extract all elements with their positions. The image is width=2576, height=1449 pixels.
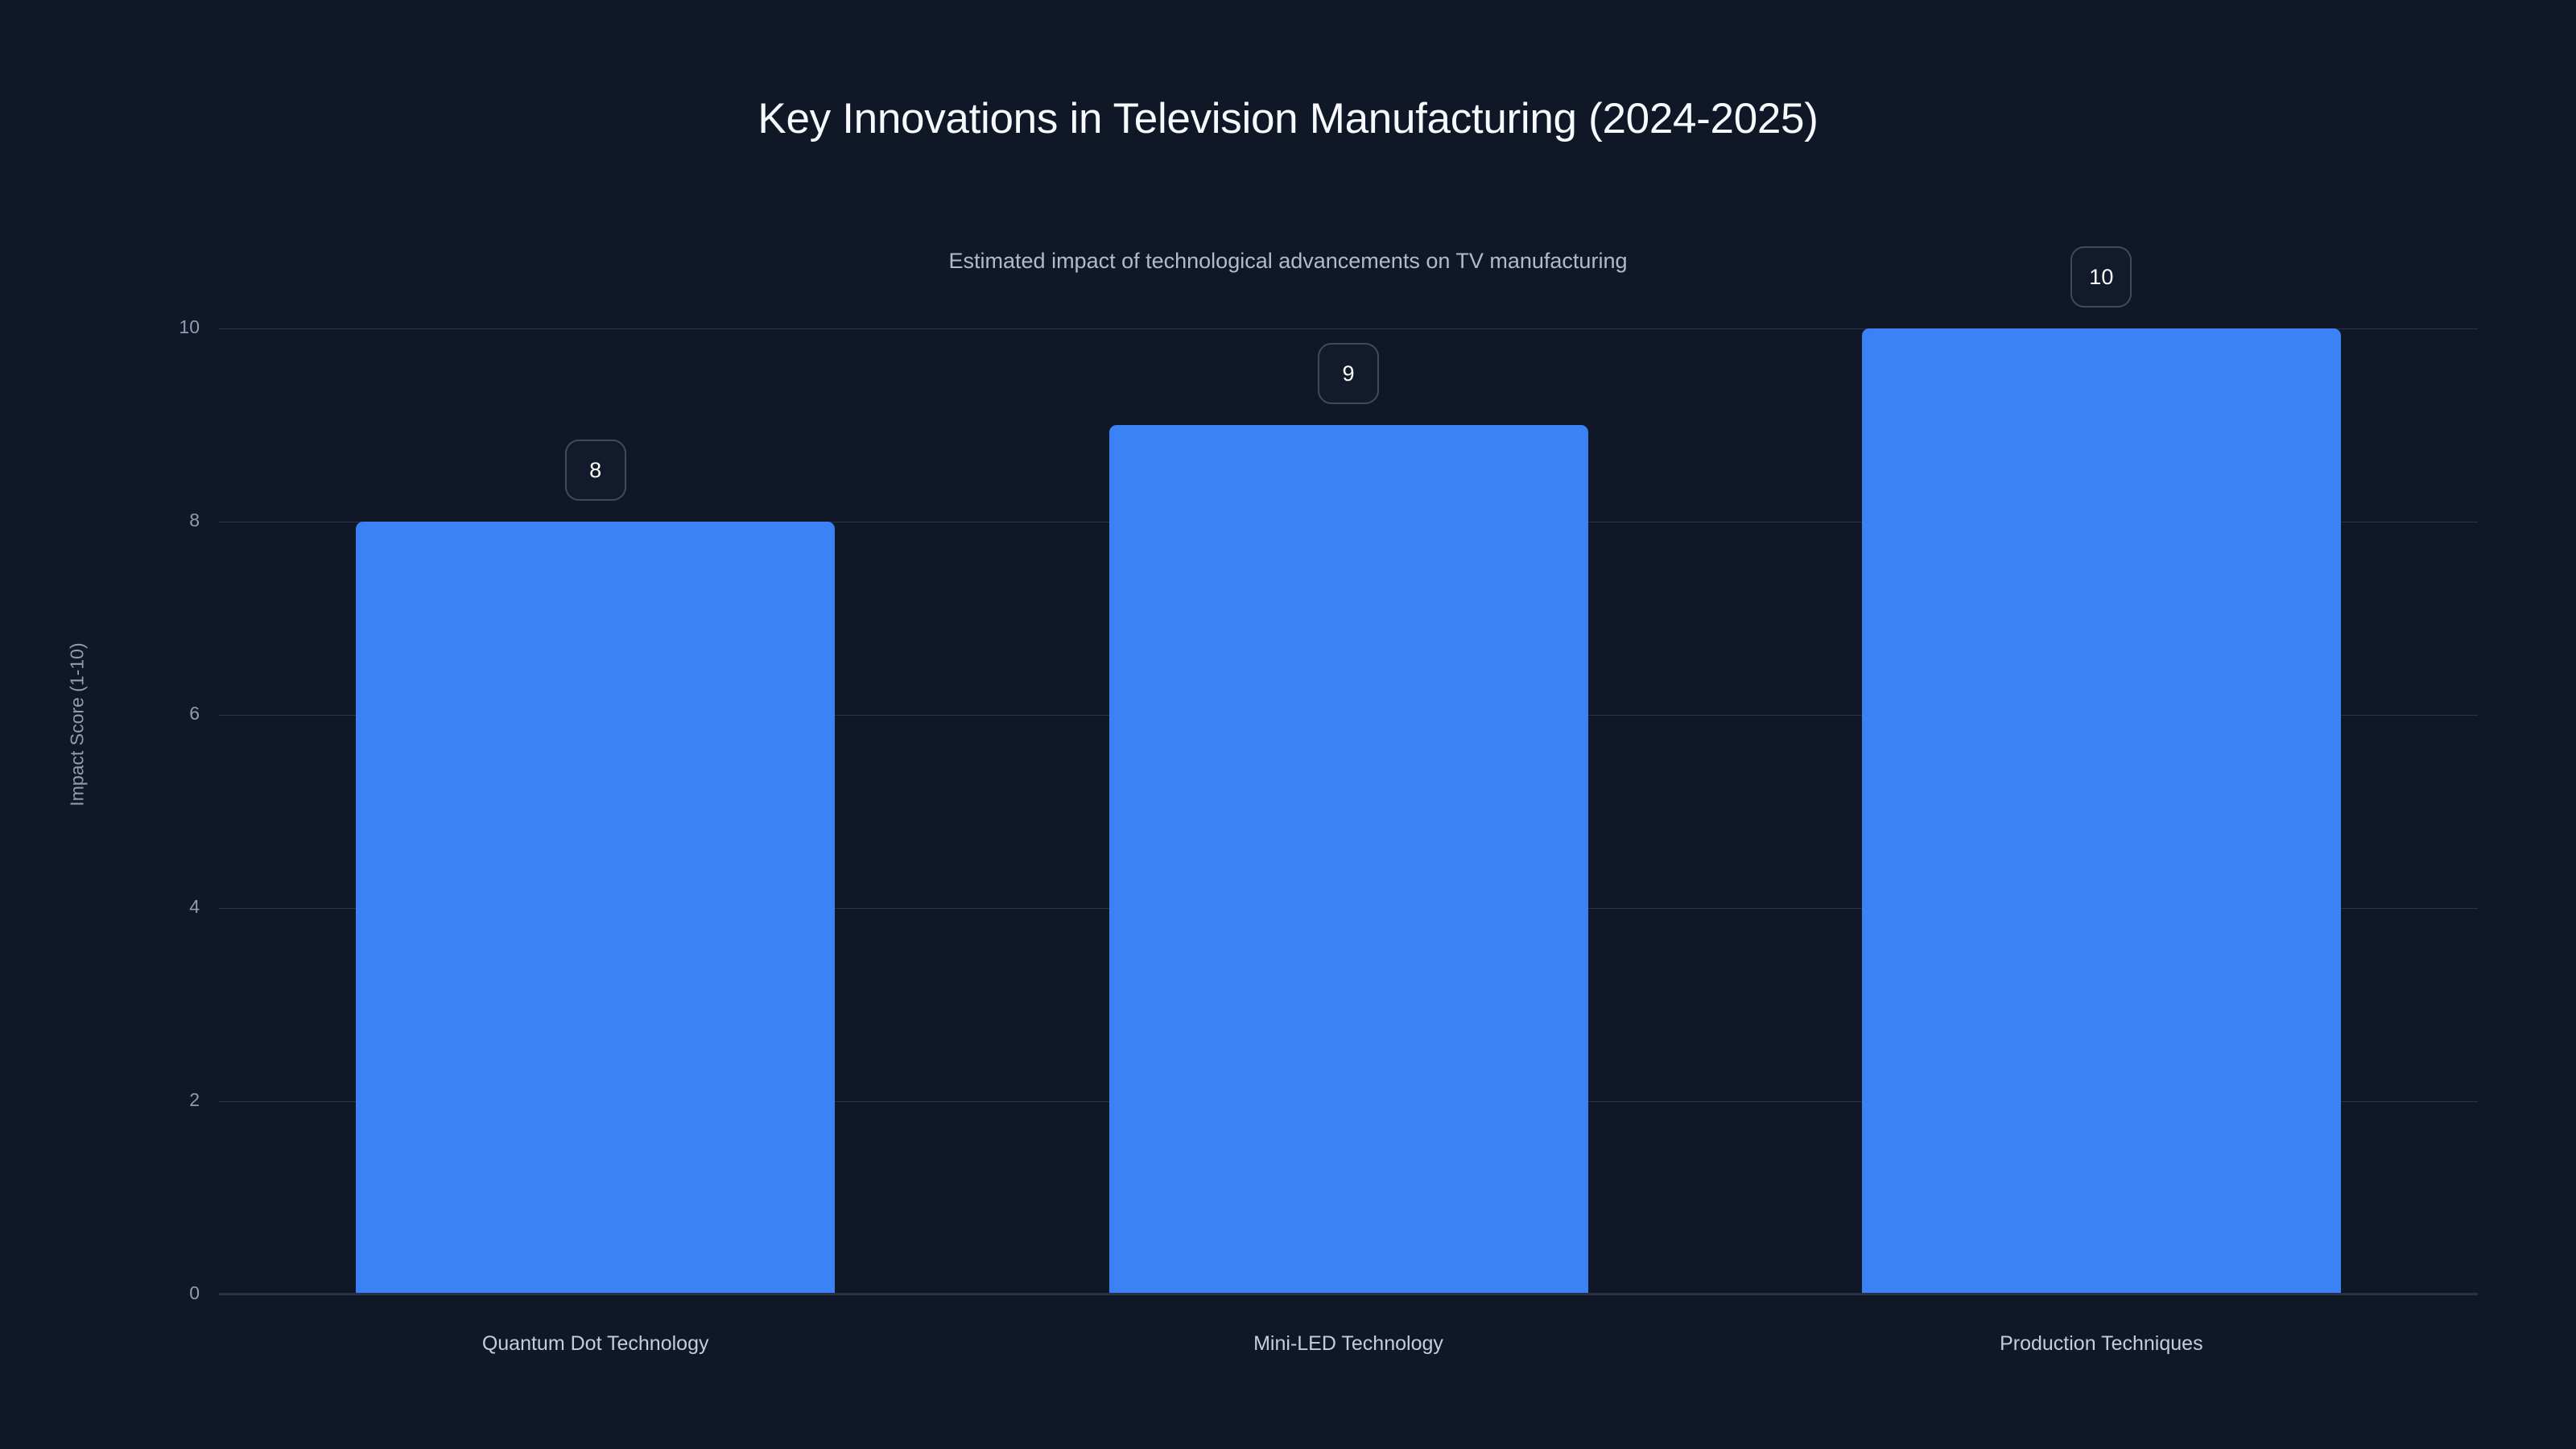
gridline [219, 1294, 2478, 1295]
bar-value-badge: 9 [1318, 343, 1379, 404]
chart-subtitle: Estimated impact of technological advanc… [948, 249, 1628, 273]
y-tick-label: 0 [189, 1282, 200, 1303]
y-tick-label: 4 [189, 896, 200, 917]
page-title: Key Innovations in Television Manufactur… [758, 95, 1818, 142]
bar-value-badge: 10 [2070, 246, 2132, 308]
y-tick-label: 10 [179, 316, 200, 337]
y-tick-label: 8 [189, 510, 200, 530]
x-axis-line [219, 1293, 2478, 1294]
x-tick-label: Quantum Dot Technology [481, 1332, 709, 1355]
y-tick-label: 2 [189, 1089, 200, 1110]
y-axis-title: Impact Score (1-10) [66, 642, 88, 807]
gridline [219, 328, 2478, 329]
bar-value-badge: 8 [564, 440, 626, 501]
bar[interactable] [356, 522, 836, 1294]
x-tick-label: Production Techniques [2000, 1332, 2203, 1355]
plot-area [219, 328, 2478, 1295]
y-tick-label: 6 [189, 703, 200, 724]
bar[interactable] [1108, 425, 1588, 1294]
bar[interactable] [1861, 328, 2341, 1294]
x-tick-label: Mini-LED Technology [1253, 1332, 1443, 1355]
